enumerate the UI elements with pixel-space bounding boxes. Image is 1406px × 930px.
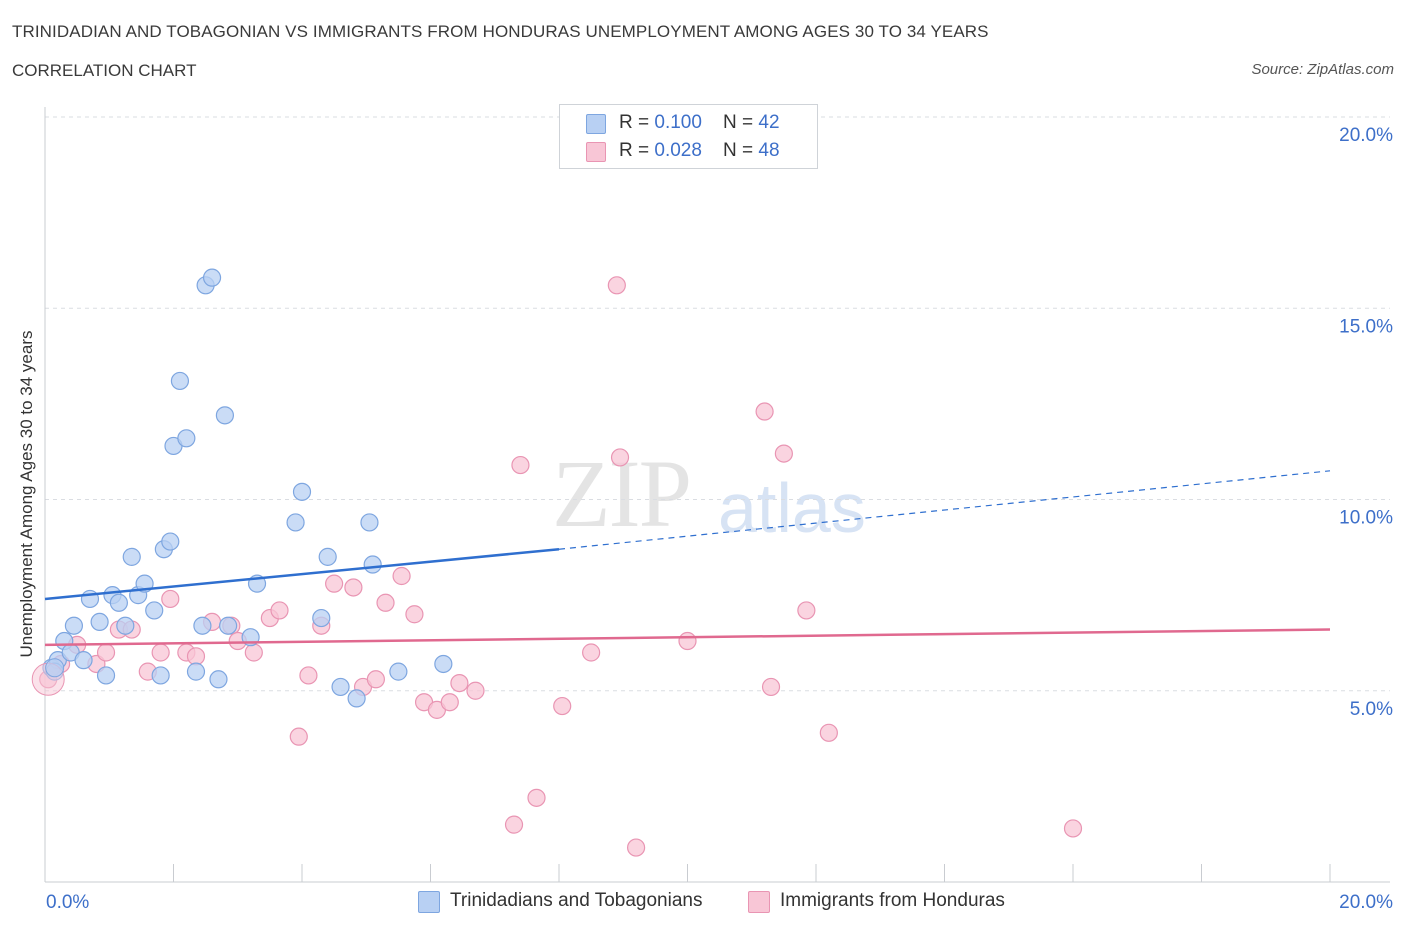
trinidadian-point — [312, 608, 331, 628]
trinidadian-point — [360, 513, 379, 532]
trinidadian-point — [90, 612, 109, 632]
trinidadian-point — [318, 547, 337, 566]
chart-subtitle: CORRELATION CHART — [12, 61, 197, 80]
trinidadian-trend-line — [44, 547, 560, 601]
honduras-point — [440, 693, 459, 712]
trinidadian-point — [286, 513, 305, 532]
honduras-point — [797, 601, 816, 620]
honduras-point — [325, 574, 344, 593]
honduras-point — [344, 578, 363, 597]
honduras-point — [761, 677, 781, 697]
honduras-point — [392, 566, 411, 586]
honduras-point — [582, 643, 601, 662]
trinidadian-point — [292, 482, 312, 501]
legend-r-value: 0.028 — [654, 140, 702, 161]
trinidadian-point — [219, 616, 238, 635]
trinidadian-point — [202, 268, 222, 287]
honduras-point — [511, 455, 530, 475]
honduras-point — [366, 670, 385, 689]
trinidadian-point — [347, 689, 366, 708]
honduras-point — [755, 402, 774, 421]
legend-n-label: N = — [723, 140, 759, 161]
trinidadian-point — [116, 616, 135, 635]
honduras-point — [626, 838, 646, 857]
x-tick-label: 20.0% — [1339, 892, 1393, 913]
legend-r-label: R = — [619, 112, 655, 133]
honduras-point — [1063, 819, 1083, 838]
trinidadian-point — [209, 670, 228, 689]
trinidadian-point — [215, 406, 234, 425]
honduras-point — [405, 605, 424, 624]
watermark-atlas: atlas — [718, 469, 866, 547]
legend-n-label: N = — [723, 112, 759, 133]
trinidadian-point — [434, 654, 453, 674]
honduras-point — [244, 643, 263, 662]
honduras-point — [678, 631, 697, 651]
honduras-point — [161, 589, 180, 609]
legend-r-value: 0.100 — [654, 112, 702, 133]
bottom-legend-swatch-pink — [748, 891, 770, 913]
trinidadian-point — [145, 601, 164, 620]
honduras-point — [376, 593, 395, 612]
trinidadian-point — [109, 593, 128, 612]
trinidadian-point — [74, 651, 93, 670]
y-tick-label: 10.0% — [1339, 508, 1393, 529]
legend-n-value: 42 — [758, 112, 780, 133]
honduras-point — [186, 647, 206, 666]
honduras-point — [299, 666, 318, 685]
trinidadian-point — [186, 662, 206, 681]
honduras-point — [819, 723, 838, 742]
honduras-point — [774, 444, 793, 463]
x-tick-label: 0.0% — [46, 892, 89, 913]
trinidadian-point — [389, 662, 408, 681]
trinidadian-point — [45, 658, 65, 678]
legend-swatch-blue — [586, 114, 606, 134]
honduras-point — [607, 276, 626, 295]
honduras-point — [450, 673, 469, 693]
trinidadian-point — [193, 616, 212, 635]
honduras-point — [553, 696, 572, 716]
y-axis-title: Unemployment Among Ages 30 to 34 years — [17, 330, 36, 658]
honduras-trend-line — [44, 628, 1331, 647]
honduras-point — [504, 815, 524, 834]
honduras-point — [289, 727, 308, 746]
legend-n-value: 48 — [758, 140, 780, 161]
honduras-point — [96, 643, 116, 662]
bottom-legend-label: Immigrants from Honduras — [780, 890, 1005, 911]
honduras-point — [151, 643, 170, 662]
y-tick-label: 20.0% — [1339, 125, 1393, 146]
legend-r-label: R = — [619, 140, 655, 161]
trinidadian-point — [122, 547, 141, 566]
trinidadian-trend-extension — [558, 470, 1331, 550]
trinidadian-point — [363, 555, 382, 574]
trinidadian-point — [161, 532, 180, 551]
y-tick-label: 15.0% — [1339, 316, 1393, 337]
source-label: Source: ZipAtlas.com — [1251, 61, 1394, 78]
honduras-point — [610, 448, 630, 467]
trinidadian-point — [331, 677, 350, 697]
trinidadian-point — [177, 429, 196, 448]
trinidadian-point — [64, 616, 84, 635]
bottom-legend-swatch-blue — [418, 891, 440, 913]
trinidadian-point — [151, 666, 170, 685]
bottom-legend-label: Trinidadians and Tobagonians — [450, 890, 703, 911]
honduras-point — [270, 601, 289, 620]
legend-swatch-pink — [586, 142, 606, 162]
chart-title: TRINIDADIAN AND TOBAGONIAN VS IMMIGRANTS… — [12, 22, 989, 41]
honduras-point — [466, 681, 485, 700]
y-tick-label: 5.0% — [1350, 699, 1393, 720]
honduras-point — [527, 788, 546, 807]
trinidadian-point — [96, 666, 116, 685]
trinidadian-point — [170, 371, 190, 391]
correlation-legend: R = 0.100 N = 42 R = 0.028 N = 48 — [559, 104, 818, 169]
